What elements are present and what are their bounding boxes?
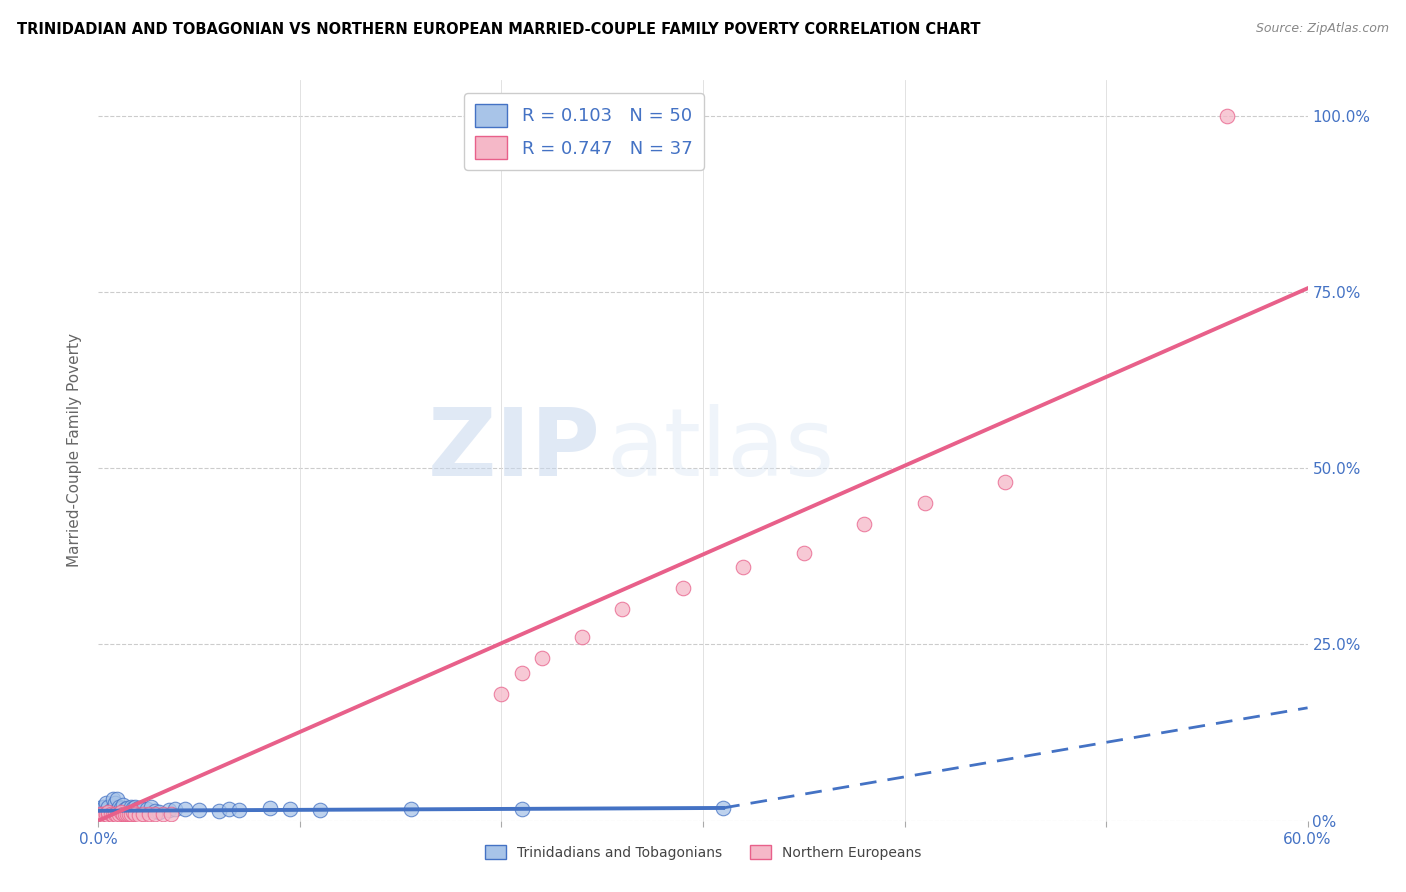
Text: Source: ZipAtlas.com: Source: ZipAtlas.com bbox=[1256, 22, 1389, 36]
Point bbox=[91, 806, 114, 821]
Point bbox=[115, 801, 138, 815]
Point bbox=[96, 803, 118, 817]
Point bbox=[914, 496, 936, 510]
Point bbox=[793, 546, 815, 560]
Point bbox=[96, 796, 118, 810]
Point bbox=[93, 808, 115, 822]
Point bbox=[101, 808, 124, 822]
Point bbox=[128, 808, 150, 822]
Point bbox=[994, 475, 1017, 490]
Point bbox=[510, 802, 533, 816]
Text: TRINIDADIAN AND TOBAGONIAN VS NORTHERN EUROPEAN MARRIED-COUPLE FAMILY POVERTY CO: TRINIDADIAN AND TOBAGONIAN VS NORTHERN E… bbox=[17, 22, 980, 37]
Point bbox=[89, 803, 111, 817]
Point bbox=[128, 801, 150, 815]
Point bbox=[100, 803, 122, 817]
Point bbox=[97, 799, 120, 814]
Point bbox=[853, 517, 876, 532]
Point bbox=[107, 799, 129, 814]
Point bbox=[110, 801, 132, 815]
Point bbox=[89, 806, 111, 821]
Point bbox=[135, 802, 157, 816]
Point bbox=[121, 801, 143, 815]
Point bbox=[105, 803, 128, 817]
Point bbox=[132, 802, 155, 816]
Point bbox=[118, 806, 141, 821]
Point bbox=[188, 803, 211, 817]
Point bbox=[208, 804, 231, 818]
Point bbox=[125, 802, 148, 816]
Point bbox=[111, 798, 134, 813]
Point bbox=[103, 796, 125, 810]
Point bbox=[120, 806, 142, 821]
Point bbox=[107, 806, 129, 821]
Point bbox=[100, 806, 122, 821]
Point bbox=[91, 806, 114, 821]
Point bbox=[160, 806, 183, 821]
Point bbox=[105, 808, 128, 822]
Point bbox=[124, 799, 146, 814]
Point bbox=[121, 805, 143, 820]
Point bbox=[110, 805, 132, 820]
Text: atlas: atlas bbox=[606, 404, 835, 497]
Point bbox=[97, 805, 120, 820]
Point bbox=[259, 801, 281, 815]
Point bbox=[93, 803, 115, 817]
Point bbox=[118, 805, 141, 820]
Point bbox=[530, 651, 553, 665]
Point bbox=[100, 806, 122, 821]
Point bbox=[111, 806, 134, 821]
Legend: Trinidadians and Tobagonians, Northern Europeans: Trinidadians and Tobagonians, Northern E… bbox=[479, 839, 927, 865]
Point bbox=[124, 806, 146, 821]
Text: ZIP: ZIP bbox=[427, 404, 600, 497]
Point bbox=[93, 806, 115, 821]
Point bbox=[115, 806, 138, 821]
Point bbox=[571, 630, 593, 644]
Point bbox=[114, 806, 136, 821]
Point bbox=[120, 799, 142, 814]
Point bbox=[228, 803, 250, 817]
Point bbox=[174, 802, 197, 816]
Point bbox=[132, 806, 155, 821]
Point bbox=[152, 806, 174, 821]
Point bbox=[103, 806, 125, 821]
Point bbox=[491, 687, 513, 701]
Point bbox=[97, 808, 120, 822]
Point bbox=[163, 802, 186, 816]
Point bbox=[139, 800, 162, 814]
Point bbox=[612, 602, 634, 616]
Point bbox=[148, 805, 170, 820]
Point bbox=[510, 665, 533, 680]
Point bbox=[733, 559, 755, 574]
Point bbox=[93, 799, 115, 814]
Point bbox=[218, 802, 240, 816]
Point bbox=[157, 803, 180, 817]
Point bbox=[96, 806, 118, 821]
Point bbox=[711, 801, 734, 815]
Point bbox=[399, 802, 422, 816]
Y-axis label: Married-Couple Family Poverty: Married-Couple Family Poverty bbox=[67, 334, 83, 567]
Point bbox=[278, 802, 301, 816]
Point bbox=[672, 581, 695, 595]
Point bbox=[97, 806, 120, 821]
Point bbox=[89, 806, 111, 821]
Point bbox=[309, 803, 332, 817]
Point bbox=[91, 799, 114, 814]
Point bbox=[114, 802, 136, 816]
Point bbox=[101, 792, 124, 806]
Point bbox=[101, 803, 124, 817]
Point bbox=[105, 792, 128, 806]
Point bbox=[96, 806, 118, 821]
Point bbox=[143, 804, 166, 818]
Point bbox=[1216, 109, 1239, 123]
Point bbox=[91, 803, 114, 817]
Point bbox=[143, 806, 166, 821]
Point bbox=[103, 799, 125, 814]
Point bbox=[138, 806, 160, 821]
